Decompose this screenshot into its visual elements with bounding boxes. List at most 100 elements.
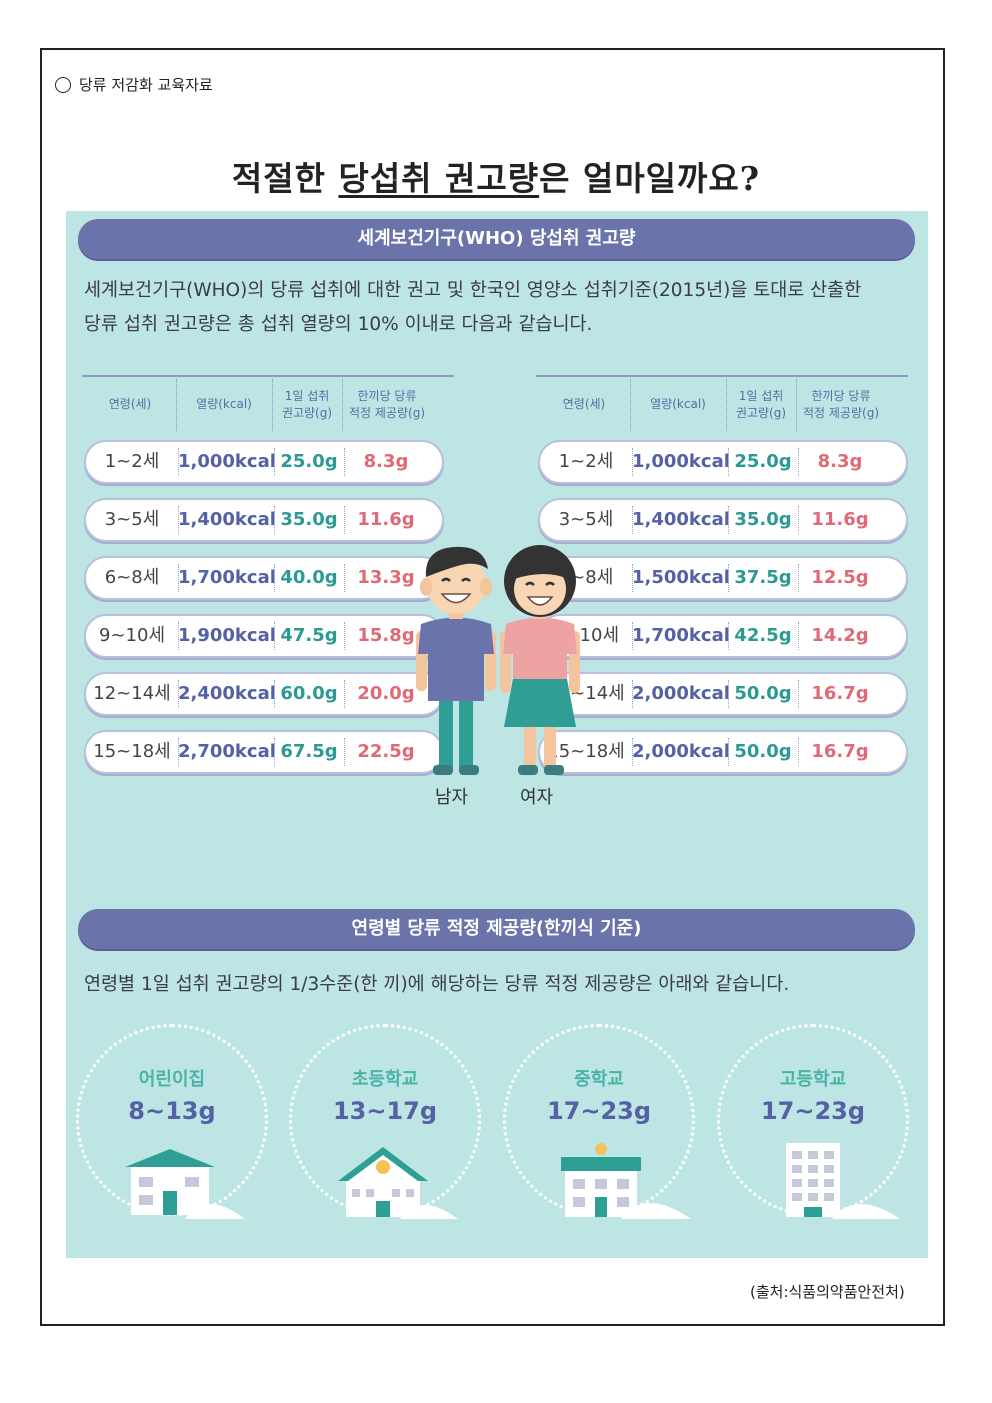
- male-label: 남자: [435, 787, 469, 808]
- male-cell-daily: 60.0g: [280, 683, 338, 704]
- intro-line-1: 세계보건기구(WHO)의 당류 섭취에 대한 권고 및 한국인 영양소 섭취기준…: [84, 280, 862, 301]
- cell-divider: [344, 680, 345, 708]
- header-text: 열량(kcal): [650, 397, 706, 411]
- male-cell-kcal: 1,900kcal: [178, 625, 276, 646]
- cell-divider: [632, 680, 633, 708]
- male-table-row: 1~2세 1,000kcal 25.0g 8.3g: [84, 440, 444, 484]
- male-cell-kcal: 1,000kcal: [178, 451, 276, 472]
- male-cell-age: 6~8세: [104, 567, 160, 588]
- female-header-daily: 1일 섭취 권고량(g): [726, 388, 796, 422]
- cell-divider: [274, 448, 275, 476]
- circle-bullet-icon: [55, 76, 71, 93]
- girl-figure: [500, 545, 580, 775]
- header-note-text: 당류 저감화 교육자료: [79, 76, 213, 94]
- header-note: 당류 저감화 교육자료: [55, 74, 213, 95]
- school-high: 고등학교 17~23g: [717, 1024, 909, 1219]
- cell-divider: [344, 448, 345, 476]
- cell-divider: [178, 738, 179, 766]
- school-name: 어린이집: [138, 1069, 206, 1090]
- source-citation: (출처:식품의약품안전처): [750, 1283, 905, 1301]
- male-cell-meal: 15.8g: [357, 625, 415, 646]
- female-table-top-rule: [536, 375, 908, 377]
- female-table-row: 9~10세 1,700kcal 42.5g 14.2g: [538, 614, 908, 658]
- female-cell-daily: 50.0g: [734, 683, 792, 704]
- male-cell-kcal: 2,700kcal: [178, 741, 276, 762]
- header-text: 연령(세): [108, 397, 152, 411]
- cell-divider: [274, 564, 275, 592]
- female-table-row: 3~5세 1,400kcal 35.0g 11.6g: [538, 498, 908, 542]
- female-table-row: 6~8세 1,500kcal 37.5g 12.5g: [538, 556, 908, 600]
- male-table-row: 6~8세 1,700kcal 40.0g 13.3g: [84, 556, 444, 600]
- female-cell-meal: 14.2g: [811, 625, 869, 646]
- cell-divider: [274, 622, 275, 650]
- cell-divider: [632, 622, 633, 650]
- female-cell-kcal: 1,400kcal: [632, 509, 730, 530]
- male-cell-age: 15~18세: [93, 741, 171, 762]
- female-cell-age: 1~2세: [558, 451, 614, 472]
- cell-divider: [798, 738, 799, 766]
- header-divider: [342, 379, 343, 431]
- male-table-row: 3~5세 1,400kcal 35.0g 11.6g: [84, 498, 444, 542]
- male-cell-meal: 13.3g: [357, 567, 415, 588]
- title-underlined: 당섭취 권고량: [338, 159, 540, 198]
- female-cell-daily: 35.0g: [734, 509, 792, 530]
- school-name: 초등학교: [351, 1069, 419, 1090]
- cell-divider: [178, 448, 179, 476]
- male-table-row: 9~10세 1,900kcal 47.5g 15.8g: [84, 614, 444, 658]
- cell-divider: [798, 506, 799, 534]
- female-cell-age: 15~18세: [547, 741, 625, 762]
- female-cell-kcal: 1,700kcal: [632, 625, 730, 646]
- school-middle: 중학교 17~23g: [503, 1024, 695, 1219]
- cell-divider: [728, 622, 729, 650]
- cell-divider: [632, 506, 633, 534]
- female-cell-meal: 11.6g: [811, 509, 869, 530]
- boy-girl-illustration: [416, 545, 580, 775]
- header-divider: [726, 379, 727, 431]
- cell-divider: [178, 506, 179, 534]
- intro-line-2: 당류 섭취 권고량은 총 섭취 열량의 10% 이내로 다음과 같습니다.: [84, 314, 593, 335]
- cell-divider: [344, 506, 345, 534]
- male-cell-meal: 22.5g: [357, 741, 415, 762]
- elementary-building-icon: [338, 1147, 458, 1219]
- cell-divider: [728, 738, 729, 766]
- female-cell-kcal: 1,500kcal: [632, 567, 730, 588]
- section1-bar: 세계보건기구(WHO) 당섭취 권고량: [78, 219, 915, 259]
- cell-divider: [632, 738, 633, 766]
- female-table-row: 15~18세 2,000kcal 50.0g 16.7g: [538, 730, 908, 774]
- high-school-building-icon: [786, 1143, 900, 1219]
- female-cell-daily: 42.5g: [734, 625, 792, 646]
- cell-divider: [728, 448, 729, 476]
- cell-divider: [728, 506, 729, 534]
- school-name: 고등학교: [779, 1069, 847, 1090]
- female-cell-meal: 16.7g: [811, 683, 869, 704]
- female-table-row: 12~14세 2,000kcal 50.0g 16.7g: [538, 672, 908, 716]
- cell-divider: [798, 448, 799, 476]
- female-cell-daily: 37.5g: [734, 567, 792, 588]
- male-cell-meal: 11.6g: [357, 509, 415, 530]
- cell-divider: [274, 738, 275, 766]
- cell-divider: [728, 564, 729, 592]
- male-cell-daily: 40.0g: [280, 567, 338, 588]
- header-text: 한끼당 당류: [811, 389, 871, 403]
- boy-figure: [416, 546, 496, 775]
- female-cell-daily: 50.0g: [734, 741, 792, 762]
- header-divider: [630, 379, 631, 431]
- male-cell-daily: 25.0g: [280, 451, 338, 472]
- male-header-age: 연령(세): [84, 396, 176, 413]
- male-cell-age: 1~2세: [104, 451, 160, 472]
- cell-divider: [632, 564, 633, 592]
- female-cell-meal: 8.3g: [817, 451, 863, 472]
- cell-divider: [798, 680, 799, 708]
- cell-divider: [344, 738, 345, 766]
- header-text: 1일 섭취: [738, 389, 784, 403]
- cell-divider: [798, 622, 799, 650]
- header-divider: [272, 379, 273, 431]
- male-cell-meal: 8.3g: [363, 451, 409, 472]
- cell-divider: [178, 564, 179, 592]
- male-header-daily: 1일 섭취 권고량(g): [272, 388, 342, 422]
- female-table-row: 1~2세 1,000kcal 25.0g 8.3g: [538, 440, 908, 484]
- cell-divider: [178, 680, 179, 708]
- header-text: 적정 제공량(g): [349, 406, 425, 420]
- daycare-building-icon: [125, 1149, 245, 1219]
- male-cell-kcal: 2,400kcal: [178, 683, 276, 704]
